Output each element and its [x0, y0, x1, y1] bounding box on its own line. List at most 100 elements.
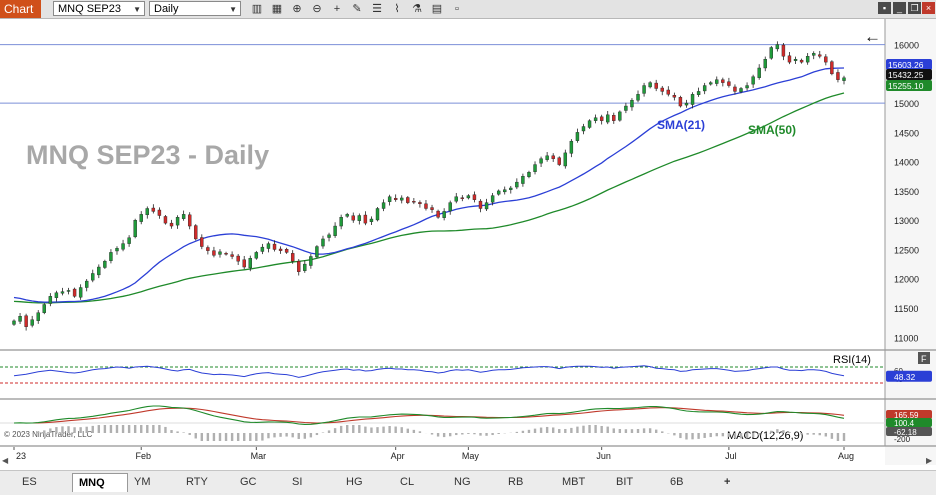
candle-body [91, 273, 95, 281]
macd-value-box [886, 410, 932, 419]
pencil-icon[interactable]: ✎ [352, 3, 362, 15]
price-tick-label: 11500 [894, 304, 918, 314]
candle-body [272, 243, 277, 250]
sma50-line [13, 92, 845, 304]
candle-body [557, 157, 561, 165]
candle-body [690, 94, 695, 105]
tab-mbt[interactable]: MBT [562, 476, 586, 488]
price-tick-label: 15000 [894, 99, 919, 109]
candle-body [733, 86, 737, 92]
tab-ng[interactable]: NG [454, 476, 471, 488]
candle-body [315, 246, 319, 258]
price-label-box [886, 80, 932, 91]
candle-body [72, 288, 77, 297]
candle-body [290, 253, 295, 262]
candle-body [260, 246, 265, 252]
interval-selector[interactable]: Daily ▼ [149, 1, 241, 16]
tab-hg[interactable]: HG [346, 476, 363, 488]
candle-body [103, 260, 107, 268]
candle-body [151, 207, 156, 212]
candle-body [254, 252, 259, 259]
scroll-right-icon: ▶ [926, 456, 933, 465]
tab-rty[interactable]: RTY [186, 476, 208, 488]
candle-body [24, 315, 28, 327]
candle-body [721, 79, 725, 83]
price-label-box [886, 69, 932, 80]
restore-icon[interactable]: ❐ [908, 2, 921, 14]
grid-icon[interactable]: ▤ [431, 3, 443, 15]
candle-body [145, 208, 149, 216]
tab-6b[interactable]: 6B [670, 476, 684, 488]
candle-body [454, 196, 458, 202]
minimize-icon[interactable]: _ [893, 2, 906, 14]
add-tab-button[interactable]: + [724, 476, 731, 488]
candle-body [745, 85, 749, 89]
x-tick-label: May [462, 451, 480, 461]
candle-body [842, 77, 846, 81]
candle-body [654, 82, 658, 89]
x-tick-label: Jun [596, 451, 611, 461]
price-label: 15603.26 [888, 60, 924, 70]
candle-body [66, 290, 71, 292]
candle-body [357, 215, 362, 221]
candle-body [460, 197, 465, 199]
panel-button-icon[interactable] [918, 352, 930, 364]
candle-body [490, 195, 495, 203]
tab-si[interactable]: SI [292, 476, 303, 488]
candle-body [466, 195, 471, 199]
scroll-left-icon: ◀ [2, 456, 9, 465]
tab-rb[interactable]: RB [508, 476, 524, 488]
macd-value-label: 165.59 [894, 411, 919, 420]
strategy-icon[interactable]: ⚗ [412, 3, 422, 15]
zoom-out-icon[interactable]: ⊖ [312, 3, 322, 15]
chart-canvas[interactable]: MNQ SEP23 - Daily © 2023 NinjaTrader, LL… [0, 19, 936, 465]
candle-body [551, 155, 555, 159]
chart-toolbar: Chart MNQ SEP23 ▼ Daily ▼ ▥ ▦ ⊕ ⊖ + ✎ ☰ … [0, 0, 936, 19]
candle-body [769, 47, 773, 59]
candle-body [369, 218, 374, 222]
bars-icon[interactable]: ▥ [251, 3, 263, 15]
candle-body [375, 208, 380, 221]
candle-body [630, 99, 634, 108]
bars-style-icon[interactable]: ▦ [271, 3, 283, 15]
crosshair-icon[interactable]: + [333, 3, 341, 15]
candle-body [545, 155, 549, 160]
tab-cl[interactable]: CL [400, 476, 415, 488]
properties-icon[interactable]: ☰ [372, 3, 382, 15]
zoom-in-icon[interactable]: ⊕ [292, 3, 302, 15]
rsi-line [13, 365, 845, 378]
link-icon[interactable]: ▪ [878, 2, 891, 14]
back-arrow-icon[interactable]: ← [864, 27, 881, 46]
chart-window-title: Chart [0, 0, 41, 18]
tab-es[interactable]: ES [22, 476, 37, 488]
candle-body [278, 248, 283, 251]
tab-gc[interactable]: GC [240, 476, 257, 488]
candle-body [424, 203, 428, 209]
indicators-icon[interactable]: ⌇ [394, 3, 400, 15]
instrument-selector[interactable]: MNQ SEP23 ▼ [53, 1, 145, 16]
candle-body [684, 102, 689, 106]
candle-body [115, 248, 119, 252]
candle-body [612, 115, 616, 121]
candle-body [18, 316, 22, 322]
candle-body [587, 120, 592, 128]
price-tick-label: 12000 [894, 275, 919, 285]
x-tick-label: Aug [838, 451, 854, 461]
candle-body [805, 56, 810, 63]
hide-icon[interactable]: ▫ [455, 3, 459, 15]
candle-body [218, 251, 222, 255]
tab-ym[interactable]: YM [134, 476, 151, 488]
candle-body [351, 215, 355, 221]
panel-button-label: F [921, 354, 927, 364]
tab-mnq[interactable]: MNQ [72, 473, 128, 492]
candle-body [266, 243, 271, 249]
candle-body [666, 89, 671, 95]
candle-body [163, 216, 168, 224]
candle-body [309, 256, 313, 266]
candle-body [751, 76, 755, 85]
rsi-label: RSI(14) [833, 354, 871, 366]
close-icon[interactable]: × [922, 2, 935, 14]
candle-body [345, 214, 349, 217]
candle-body [139, 214, 143, 222]
tab-bit[interactable]: BIT [616, 476, 634, 488]
